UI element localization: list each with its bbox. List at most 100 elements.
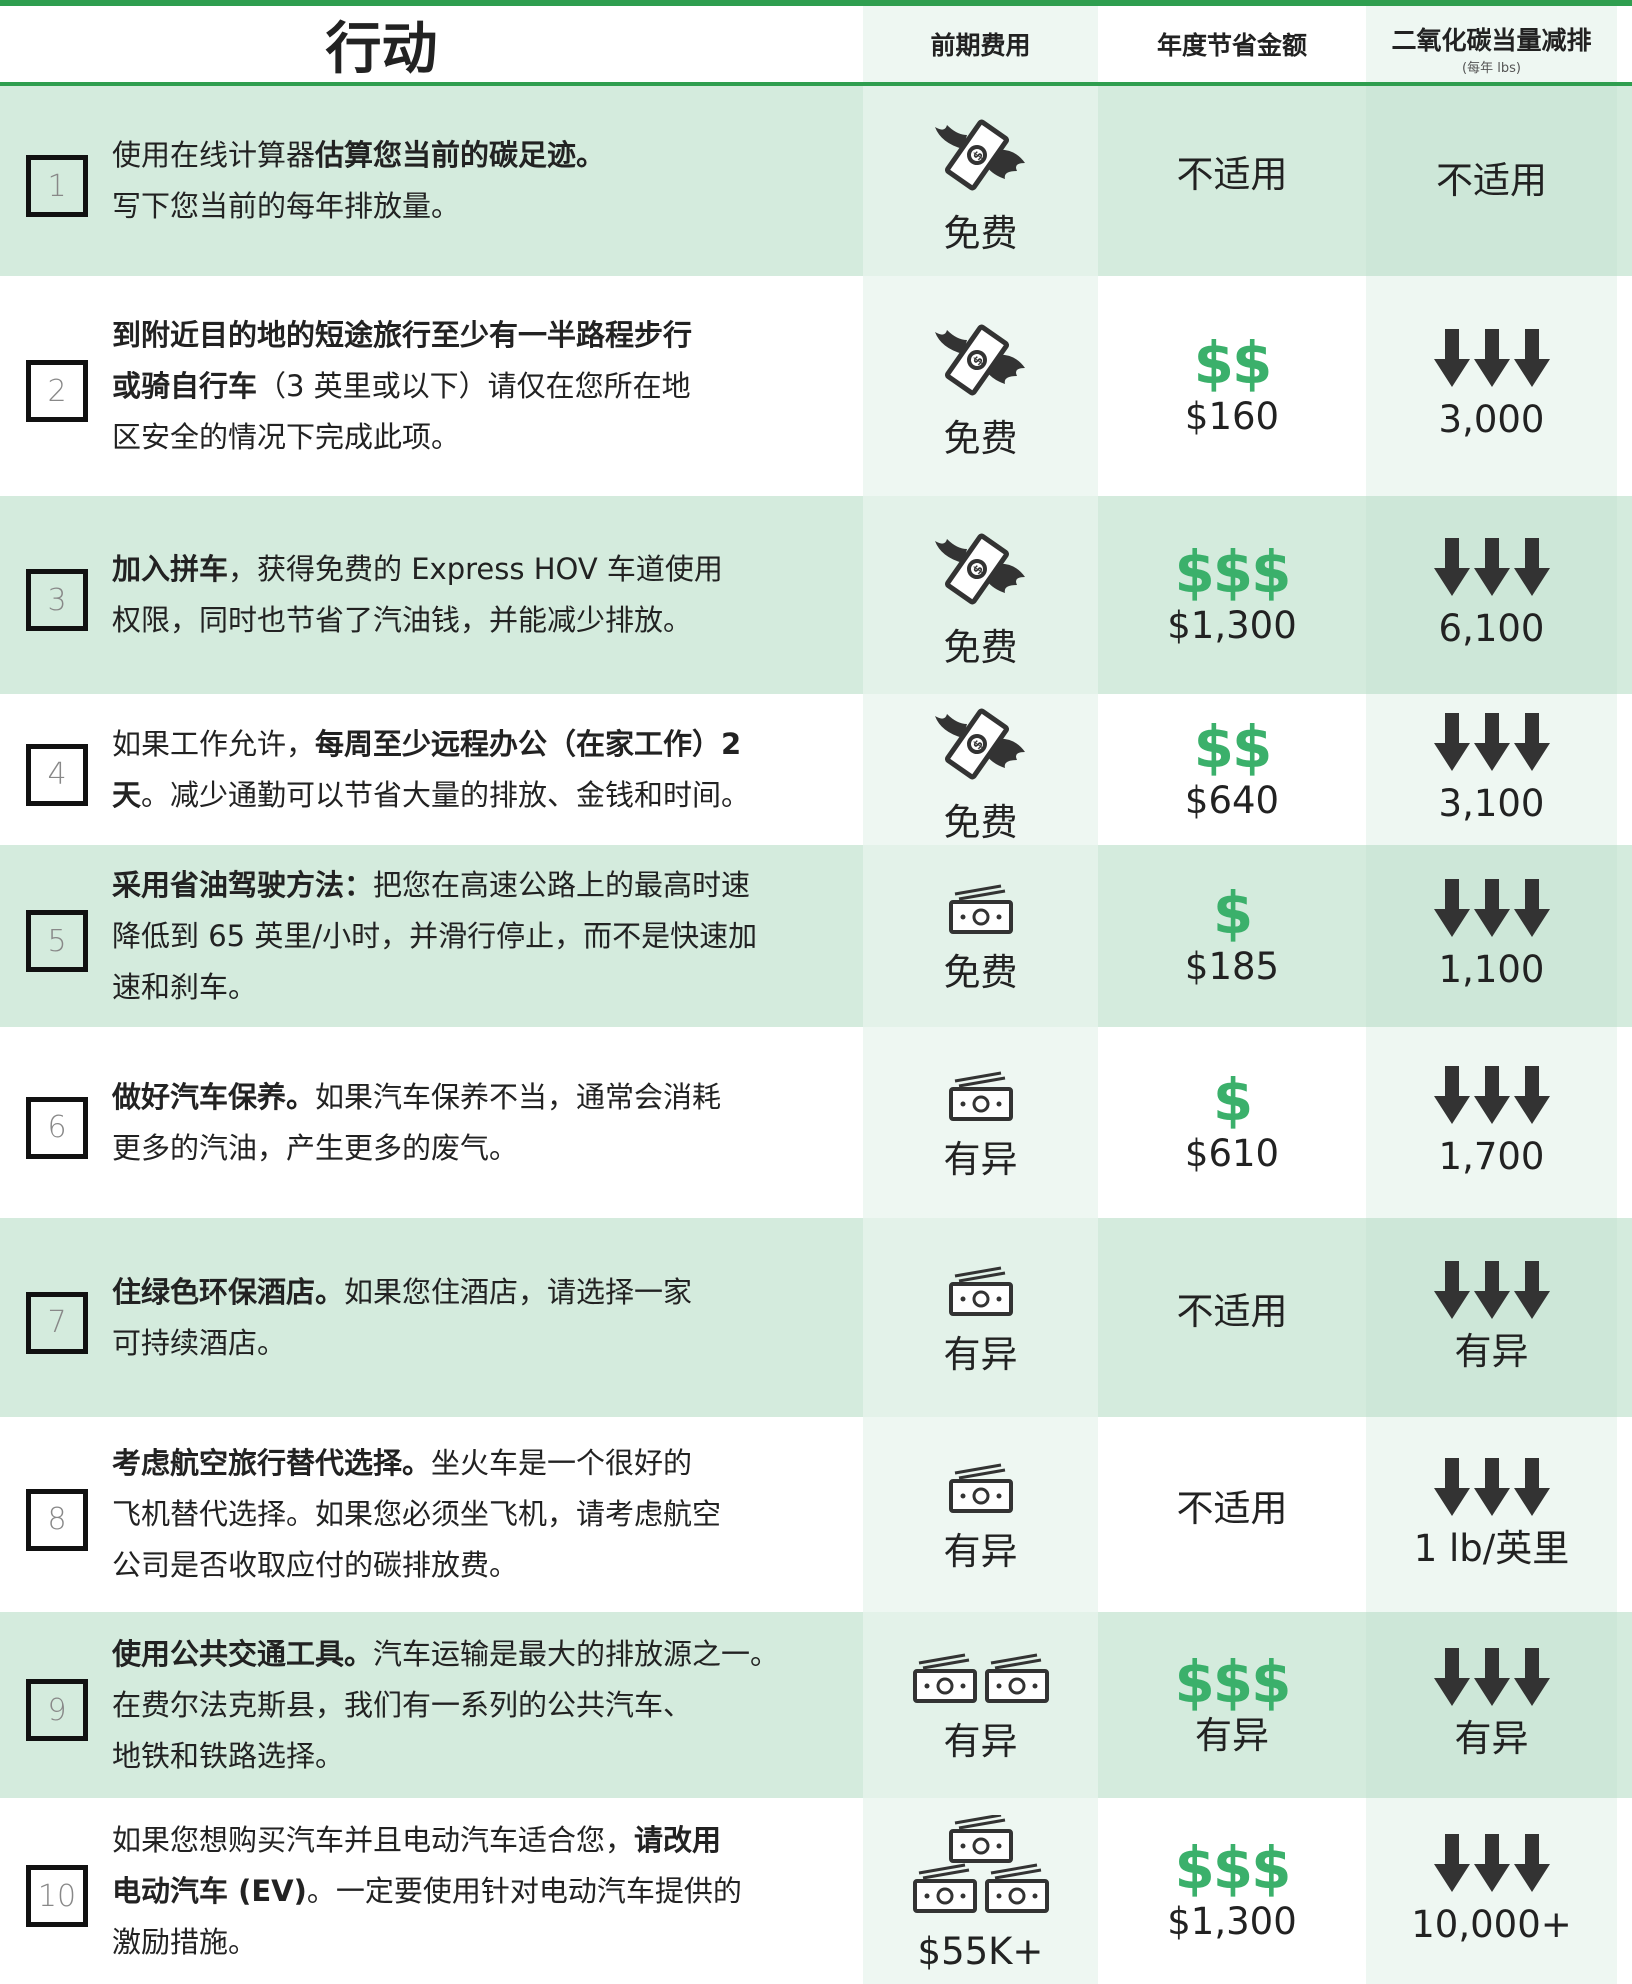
action-line: 天。减少通勤可以节省大量的排放、金钱和时间。 <box>112 770 852 821</box>
icon-part <box>912 1653 977 1703</box>
icon-part <box>996 914 1001 920</box>
action-segment: 。减少通勤可以节省大量的排放、金钱和时间。 <box>141 777 751 812</box>
savings-label: $610 <box>1184 1131 1280 1175</box>
icon-part <box>1473 1834 1510 1892</box>
icon-part <box>1473 1260 1510 1319</box>
cost-label: 免费 <box>943 951 1018 994</box>
cost-icon <box>911 1653 1051 1709</box>
co2-label: 1,100 <box>1438 948 1545 991</box>
icon <box>948 1463 1013 1513</box>
cost-icon <box>947 884 1015 940</box>
icon-part <box>1433 879 1470 937</box>
icon-part <box>966 350 987 370</box>
cost-bg <box>863 1218 1098 1417</box>
savings-rating: $$$ <box>1174 538 1291 606</box>
icon-part <box>948 884 1013 934</box>
icon-part <box>966 733 987 754</box>
action-bold: 做好汽车保养。 <box>112 1079 316 1114</box>
co2-label: 有异 <box>1454 1717 1529 1760</box>
co2-arrows <box>1432 329 1552 391</box>
row-number: 1 <box>26 155 88 217</box>
savings-cell: 不适用 <box>1098 1218 1366 1417</box>
savings-cell: 不适用 <box>1098 1417 1366 1612</box>
table-row: 2 到附近目的地的短途旅行至少有一半路程步行 或骑自行车（3 英里或以下）请仅在您所… <box>0 276 1632 496</box>
cost-bg <box>863 1027 1098 1218</box>
icon-part <box>960 1893 965 1899</box>
cost-label: 有异 <box>943 1332 1018 1376</box>
row-number: 10 <box>26 1865 88 1927</box>
action-segment: 如果工作允许， <box>112 726 316 761</box>
co2-cell: 1,700 <box>1366 1027 1617 1218</box>
icon-part <box>1513 1648 1550 1706</box>
icon-part <box>960 1493 965 1498</box>
icon-part <box>960 1101 965 1106</box>
header-co2-unit: (每年 lbs) <box>1462 60 1521 76</box>
icon-part <box>944 708 1009 779</box>
action-line: 考虑航空旅行替代选择。坐火车是一个很好的 <box>112 1438 852 1489</box>
action-line: 速和刹车。 <box>112 962 852 1013</box>
action-segment: 地铁和铁路选择。 <box>112 1738 345 1773</box>
cost-bg <box>863 845 1098 1027</box>
row-number: 8 <box>26 1488 88 1551</box>
action-bold: 每周至少远程办公（在家工作）2 <box>315 726 742 761</box>
icon-part <box>948 1478 1013 1513</box>
icon-part <box>912 1863 977 1913</box>
icon-part <box>948 1813 1013 1863</box>
co2-cell: 3,000 <box>1366 276 1617 496</box>
icon-part <box>948 1071 1013 1121</box>
co2-label: 6,100 <box>1438 607 1545 650</box>
icon-part <box>912 1879 977 1913</box>
row-number: 2 <box>26 360 88 422</box>
icon-part <box>990 1863 1041 1880</box>
icon-part <box>944 119 1009 191</box>
action-segment: 权限，同时也节省了汽油钱，并能减少排放。 <box>112 603 693 637</box>
action-segment: （3 英里或以下）请仅在您所在地 <box>257 368 691 403</box>
cost-icon: $ <box>933 702 1029 790</box>
co2-label: 有异 <box>1454 1329 1529 1373</box>
icon-part <box>1433 1260 1470 1319</box>
icon-part <box>1473 329 1510 387</box>
icon-part <box>972 1290 989 1307</box>
action-text: 采用省油驾驶方法：把您在高速公路上的最高时速 降低到 65 英里/小时，并滑行停止… <box>112 860 852 1013</box>
cost-label: 免费 <box>943 212 1018 255</box>
icon-part <box>934 330 967 354</box>
action-line: 做好汽车保养。如果汽车保养不当，通常会消耗 <box>112 1072 852 1123</box>
cost-icon <box>911 1813 1051 1919</box>
savings-label: 有异 <box>1195 1714 1269 1757</box>
co2-label: 1 lb/英里 <box>1413 1526 1570 1570</box>
icon <box>1433 879 1550 937</box>
header-action: 行动 <box>0 6 863 82</box>
cost-bg <box>863 1612 1098 1798</box>
savings-label: $185 <box>1184 945 1280 988</box>
cost-label: 免费 <box>943 800 1018 844</box>
icon-part <box>972 1095 989 1112</box>
action-segment: 坐火车是一个很好的 <box>431 1446 693 1480</box>
action-bold: 采用省油驾驶方法： <box>112 867 374 902</box>
table-row: 3 加入拼车，获得免费的 Express HOV 车道使用 权限，同时也节省了汽油钱… <box>0 496 1632 694</box>
co2-cell: 有异 <box>1366 1218 1617 1417</box>
icon: $ <box>934 324 1025 396</box>
icon-part <box>1433 1648 1470 1706</box>
icon <box>912 1653 1049 1703</box>
action-line: 加入拼车，获得免费的 Express HOV 车道使用 <box>112 544 852 595</box>
icon-part <box>996 1296 1001 1301</box>
action-text: 如果工作允许，每周至少远程办公（在家工作）2 天。减少通勤可以节省大量的排放、金钱… <box>112 719 852 821</box>
action-text: 做好汽车保养。如果汽车保养不当，通常会消耗 更多的汽油，产生更多的废气。 <box>112 1072 852 1174</box>
savings-cell: $ $185 <box>1098 845 1366 1027</box>
action-bold: 使用公共交通工具。 <box>112 1636 374 1671</box>
icon <box>948 1266 1013 1316</box>
savings-rating: $$$ <box>1174 1648 1291 1716</box>
action-line: 可持续酒店。 <box>112 1318 852 1369</box>
co2-arrows <box>1432 538 1552 600</box>
cost-cell: $ 免费 <box>863 694 1098 845</box>
row-number: 7 <box>26 1291 88 1354</box>
icon-part <box>960 1296 965 1301</box>
table-row: 4 如果工作允许，每周至少远程办公（在家工作）2 天。减少通勤可以节省大量的排放、金… <box>0 694 1632 845</box>
co2-cell: 3,100 <box>1366 694 1617 845</box>
action-segment: 公司是否收取应付的碳排放费。 <box>112 1548 519 1582</box>
cost-cell: $55K+ <box>863 1798 1098 1984</box>
icon-part <box>996 1101 1001 1106</box>
icon-part <box>966 559 987 579</box>
icon-part <box>1473 879 1510 937</box>
